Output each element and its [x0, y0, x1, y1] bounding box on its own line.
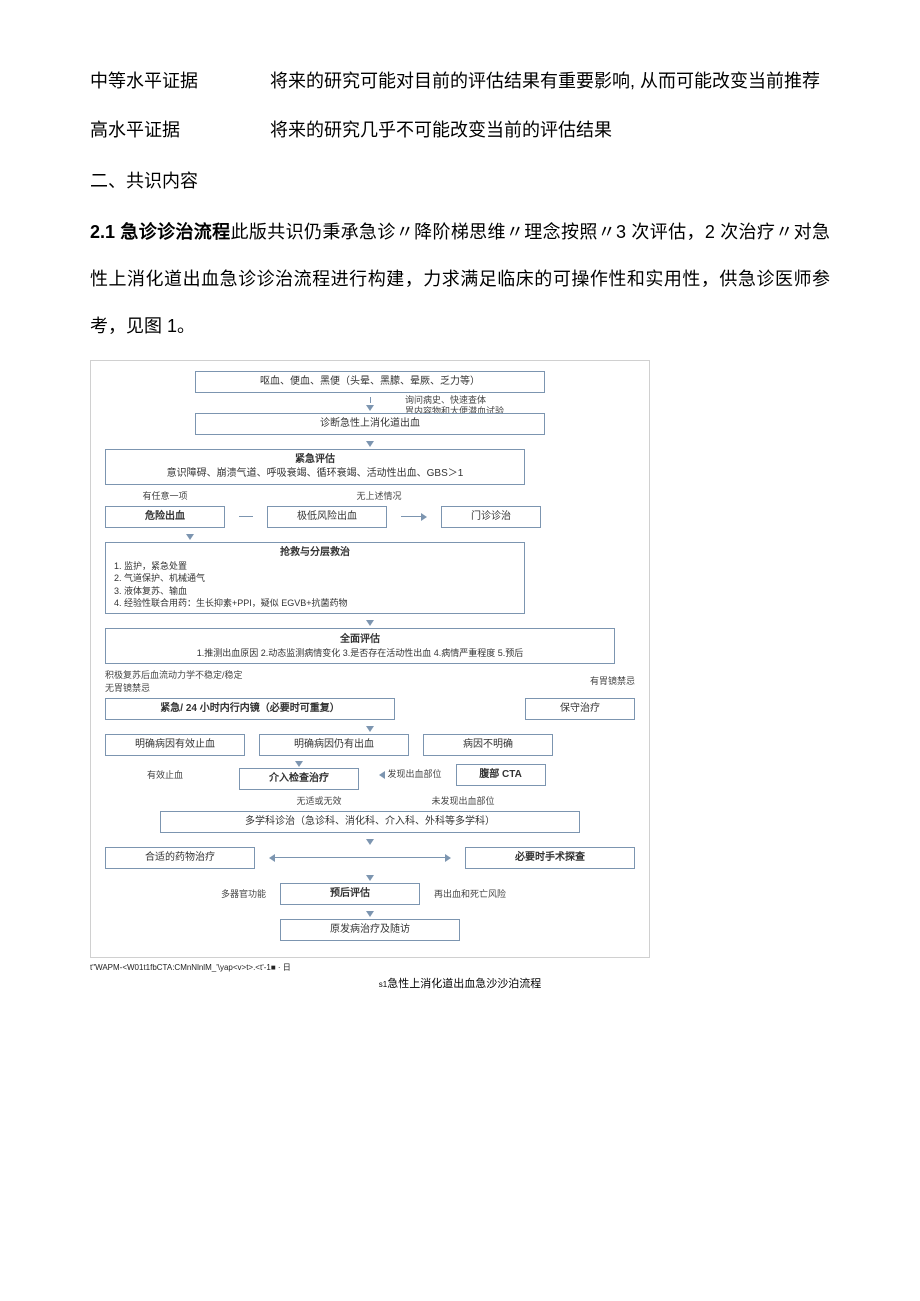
flow-node-low-risk: 极低风险出血 [267, 506, 387, 528]
flow-full-body: 1.推测出血原因 2.动态监测病情变化 3.是否存在活动性出血 4.病情严重程度… [197, 647, 524, 660]
flow-label-ineffective: 无适或无效 [259, 794, 379, 807]
evidence-row-high: 高水平证据 将来的研究几乎不可能改变当前的评估结果 [90, 109, 830, 152]
flow-node-mdt: 多学科诊治（急诊科、消化科、介入科、外科等多学科） [160, 811, 580, 833]
flow-node-cause-stopped: 明确病因有效止血 [105, 734, 245, 756]
figure-caption: s1急性上消化道出血急沙沙泊流程 [90, 975, 830, 991]
arrow-down-icon [366, 875, 374, 881]
arrow-down-icon [366, 441, 374, 447]
evidence-mid-desc: 将来的研究可能对目前的评估结果有重要影响, 从而可能改变当前推荐 [270, 60, 830, 103]
flow-label-not-found: 未发现出血部位 [393, 794, 533, 807]
flow-node-surgery: 必要时手术探查 [465, 847, 635, 869]
flow-node-intervention: 介入检查治疗 [239, 768, 359, 790]
flow-node-conservative: 保守治疗 [525, 698, 635, 720]
arrow-down-icon [366, 620, 374, 626]
arrow-left-icon [379, 771, 385, 779]
evidence-high-label: 高水平证据 [90, 109, 270, 152]
flow-node-dangerous-bleed: 危险出血 [105, 506, 225, 528]
flow-node-followup: 原发病治疗及随访 [280, 919, 460, 941]
arrow-down-icon [366, 911, 374, 917]
section-2-heading: 二、共识内容 [90, 158, 830, 205]
arrow-down-icon [366, 405, 374, 411]
para-2-1-head: 2.1 急诊诊治流程 [90, 222, 231, 242]
flow-branch-contra: 有胃镜禁忌 [545, 674, 635, 687]
flow-urgent-title: 紧急评估 [295, 453, 335, 467]
flow-label-rebleed: 再出血和死亡风险 [434, 887, 564, 900]
evidence-high-desc: 将来的研究几乎不可能改变当前的评估结果 [270, 109, 830, 152]
flow-branch-has-any: 有任意一项 [105, 489, 225, 502]
flow-node-outpatient: 门诊诊治 [441, 506, 541, 528]
arrow-right-icon [421, 513, 427, 521]
evidence-mid-label: 中等水平证据 [90, 60, 270, 103]
arrow-down-icon [295, 761, 303, 767]
flow-node-symptoms: 呕血、便血、黑便（头晕、黑朦、晕厥、乏力等） [195, 371, 545, 393]
flow-node-endoscopy: 紧急/ 24 小时内行内镜（必要时可重复） [105, 698, 395, 720]
flow-node-cause-bleeding: 明确病因仍有出血 [259, 734, 409, 756]
flow-node-cause-unknown: 病因不明确 [423, 734, 553, 756]
flow-node-diagnosis: 诊断急性上消化道出血 [195, 413, 545, 435]
flow-label-organ: 多器官功能 [176, 887, 266, 900]
flow-node-prognosis: 预后评估 [280, 883, 420, 905]
arrow-down-icon [366, 726, 374, 732]
flow-rescue-title: 抢救与分层救治 [114, 546, 516, 560]
flow-branch-none: 无上述情况 [299, 489, 459, 502]
flowchart-figure-1: 呕血、便血、黑便（头晕、黑朦、晕厥、乏力等） 询问病史、快速查体 胃内容物和大便… [90, 360, 650, 958]
flow-node-full-assess: 全面评估 1.推测出血原因 2.动态监测病情变化 3.是否存在活动性出血 4.病… [105, 628, 615, 664]
paragraph-2-1: 2.1 急诊诊治流程此版共识仍秉承急诊〃降阶梯思维〃理念按照〃3 次评估，2 次… [90, 209, 830, 349]
caption-prefix: s1 [379, 980, 387, 989]
arrow-down-icon [186, 534, 194, 540]
flow-full-title: 全面评估 [340, 633, 380, 647]
evidence-row-mid: 中等水平证据 将来的研究可能对目前的评估结果有重要影响, 从而可能改变当前推荐 [90, 60, 830, 103]
flow-label-found-site: 发现出血部位 [388, 769, 442, 779]
flow-node-rescue: 抢救与分层救治 1. 监护，紧急处置 2. 气道保护、机械通气 3. 液体复苏、… [105, 542, 525, 614]
flow-node-drug-therapy: 合适的药物治疗 [105, 847, 255, 869]
caption-text: 急性上消化道出血急沙沙泊流程 [387, 978, 541, 990]
footnote-garbled: t"WAPM-<W01t1fbCTA:CMnNlnlM_'\yap<v>t>.<… [90, 962, 830, 973]
flow-node-urgent-assess: 紧急评估 意识障碍、崩溃气道、呼吸衰竭、循环衰竭、活动性出血、GBS＞1 [105, 449, 525, 485]
arrow-right-icon [445, 854, 451, 862]
flow-urgent-body: 意识障碍、崩溃气道、呼吸衰竭、循环衰竭、活动性出血、GBS＞1 [167, 467, 464, 481]
arrow-down-icon [366, 839, 374, 845]
flow-rescue-body: 1. 监护，紧急处置 2. 气道保护、机械通气 3. 液体复苏、输血 4. 经验… [114, 560, 516, 610]
flow-branch-stable: 积极复苏后血流动力学不稳定/稳定 无胃镜禁忌 [105, 668, 305, 694]
flow-label-effective-stop: 有效止血 [105, 768, 225, 781]
flow-node-cta: 腹部 CTA [456, 764, 546, 786]
